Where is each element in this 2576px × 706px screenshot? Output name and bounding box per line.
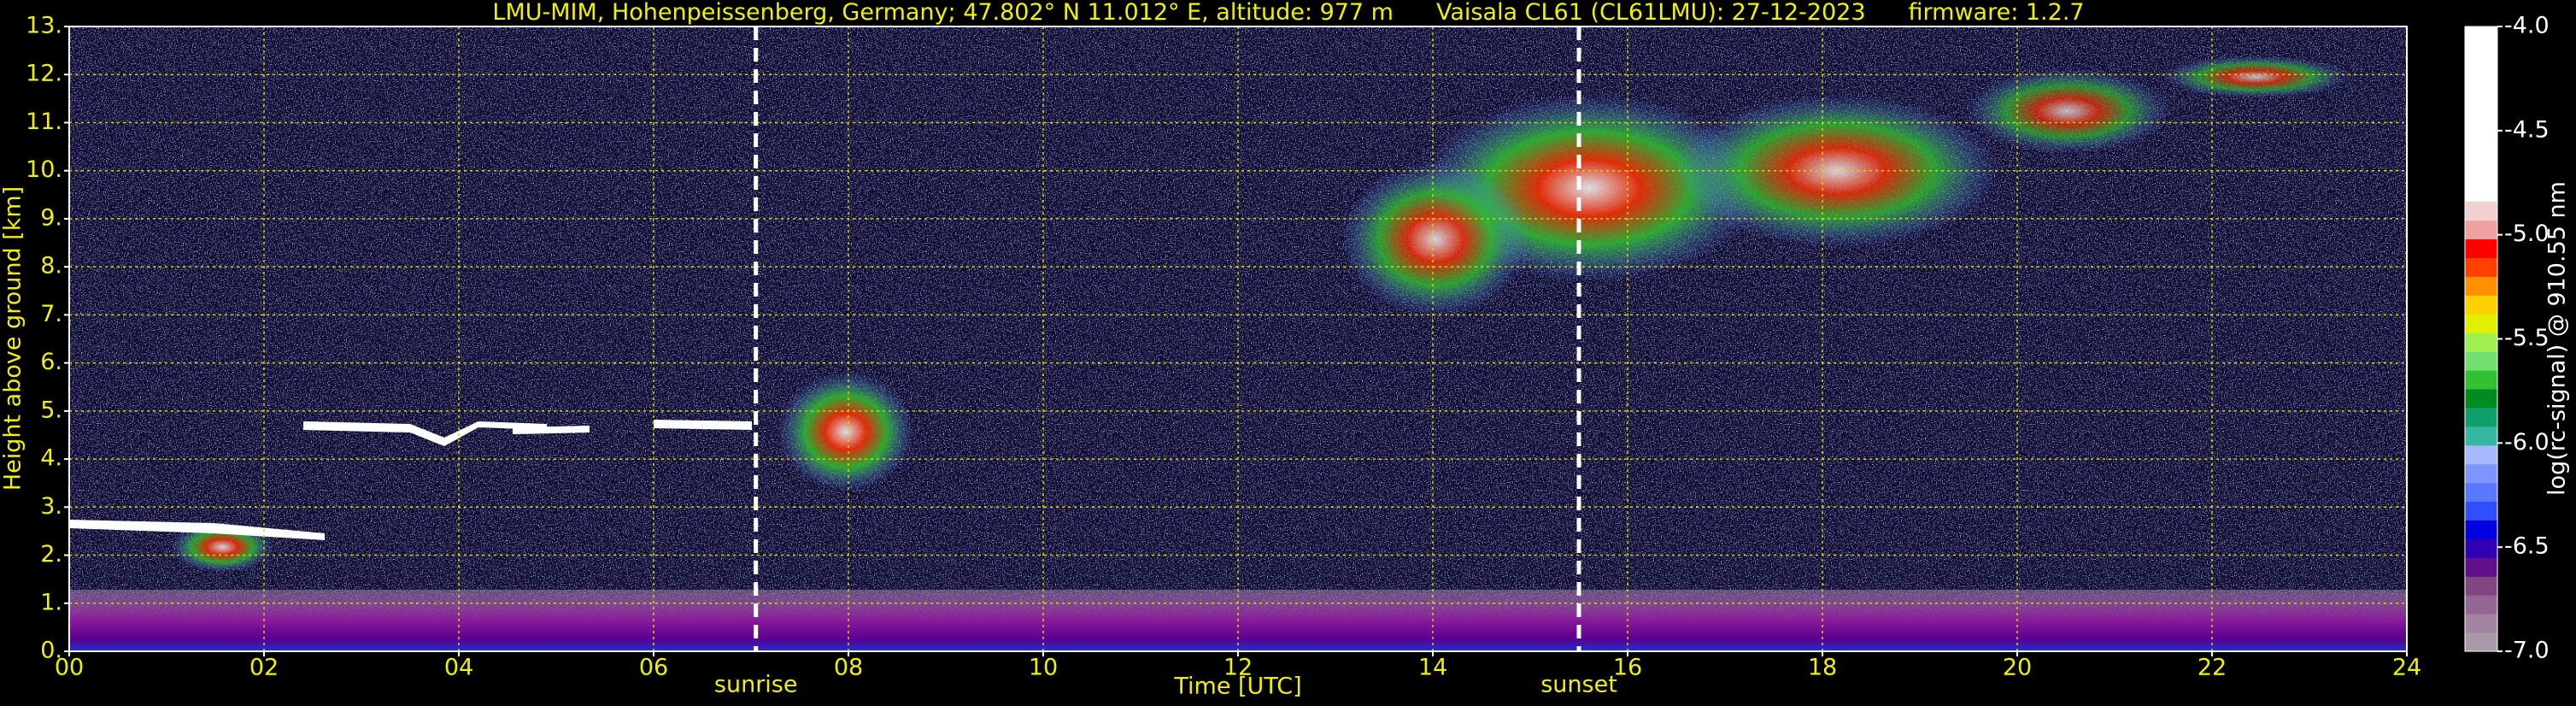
- colorbar-segment: [2465, 426, 2497, 446]
- y-tick-label: 4.: [40, 445, 62, 472]
- colorbar-tick-label: -4.0: [2504, 13, 2550, 39]
- colorbar-segment: [2465, 201, 2497, 221]
- x-axis-label: Time [UTC]: [1173, 674, 1301, 700]
- y-tick-label: 7.: [40, 301, 62, 327]
- x-tick-label: 08: [834, 655, 863, 681]
- y-axis-label: Height above ground [km]: [0, 186, 26, 491]
- colorbar-segment: [2465, 444, 2497, 465]
- x-tick-label: 12: [1223, 655, 1253, 681]
- y-tick-label: 8.: [40, 253, 62, 279]
- y-tick-label: 6.: [40, 349, 62, 375]
- x-tick-label: 14: [1418, 655, 1447, 681]
- y-tick-label: 11.: [26, 109, 62, 135]
- x-tick-label: 00: [55, 655, 84, 681]
- colorbar-segment: [2465, 295, 2497, 315]
- y-tick-label: 10.: [26, 156, 62, 183]
- colorbar-segment: [2465, 501, 2497, 521]
- colorbar-segment: [2465, 407, 2497, 427]
- x-tick-label: 16: [1613, 655, 1642, 681]
- colorbar-tick-label: -5.5: [2504, 325, 2550, 351]
- plot-frame: [68, 26, 2408, 652]
- colorbar-segment: [2465, 576, 2497, 596]
- colorbar-segment: [2465, 370, 2497, 390]
- y-tick-label: 5.: [40, 397, 62, 423]
- y-tick-label: 13.: [26, 13, 62, 39]
- colorbar-segment: [2465, 614, 2497, 633]
- colorbar-segment: [2465, 220, 2497, 240]
- colorbar-tick-label: -5.0: [2504, 221, 2550, 247]
- colorbar-segment: [2465, 388, 2497, 409]
- colorbar-segment: [2465, 463, 2497, 484]
- y-tick-label: 0.: [40, 638, 62, 664]
- colorbar-segment: [2465, 314, 2497, 333]
- colorbar-segment: [2465, 238, 2497, 258]
- chart-title: LMU-MIM, Hohenpeissenberg, Germany; 47.8…: [492, 0, 2084, 26]
- colorbar-tick-label: -6.0: [2504, 429, 2550, 456]
- y-tick-label: 2.: [40, 541, 62, 568]
- title-part: Vaisala CL61 (CL61LMU): 27-12-2023: [1436, 0, 1866, 26]
- colorbar-segment: [2465, 557, 2497, 577]
- y-tick-label: 1.: [40, 589, 62, 615]
- colorbar-segment: [2465, 520, 2497, 539]
- colorbar-segment: [2465, 257, 2497, 277]
- x-tick-label: 04: [444, 655, 473, 681]
- event-label: sunset: [1540, 672, 1617, 698]
- x-tick-label: 02: [249, 655, 279, 681]
- colorbar-segment: [2465, 595, 2497, 615]
- colorbar-tick-label: -4.5: [2504, 116, 2550, 143]
- colorbar-tick-label: -7.0: [2504, 638, 2550, 664]
- x-tick-label: 20: [2003, 655, 2032, 681]
- x-tick-label: 10: [1029, 655, 1058, 681]
- event-label: sunrise: [714, 672, 798, 698]
- colorbar-segment: [2465, 482, 2497, 503]
- x-tick-label: 06: [639, 655, 668, 681]
- colorbar-segment: [2465, 632, 2497, 652]
- colorbar-segment: [2465, 351, 2497, 371]
- x-tick-label: 22: [2198, 655, 2227, 681]
- colorbar-tick-label: -6.5: [2504, 533, 2550, 560]
- colorbar-segment: [2465, 332, 2497, 352]
- colorbar-segment: [2465, 538, 2497, 558]
- colorbar-label: log(rc-signal) @ 910.55 nm: [2544, 181, 2571, 496]
- title-part: LMU-MIM, Hohenpeissenberg, Germany; 47.8…: [492, 0, 1394, 26]
- x-tick-label: 24: [2392, 655, 2421, 681]
- y-tick-label: 12.: [26, 61, 62, 87]
- colorbar-segment: [2465, 276, 2497, 296]
- y-tick-label: 3.: [40, 493, 62, 520]
- y-tick-label: 9.: [40, 204, 62, 231]
- title-part: firmware: 1.2.7: [1909, 0, 2085, 26]
- x-tick-label: 18: [1808, 655, 1837, 681]
